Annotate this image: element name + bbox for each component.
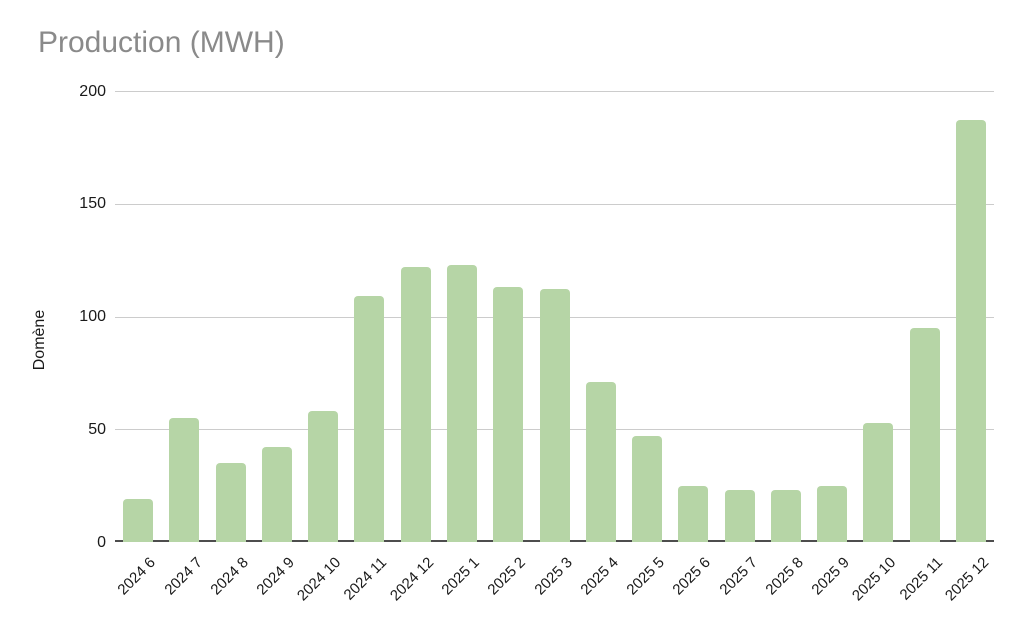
bar-2025-3[interactable] — [539, 289, 570, 542]
x-tick-slot: 2024 6 — [115, 542, 161, 641]
x-tick-slot: 2025 7 — [716, 542, 762, 641]
x-tick-label: 2025 9 — [808, 554, 854, 599]
x-tick-label: 2024 10 — [293, 554, 345, 605]
bar-2024-8[interactable] — [215, 463, 246, 542]
x-tick-slot: 2025 3 — [531, 542, 577, 641]
x-tick-label: 2025 7 — [716, 554, 761, 599]
bar-2025-2[interactable] — [493, 287, 524, 542]
gridline-200 — [115, 91, 994, 92]
gridline-150 — [115, 203, 994, 205]
bar-2025-7[interactable] — [724, 490, 755, 542]
bar-slot — [948, 91, 994, 542]
bar-series — [115, 91, 994, 542]
bar-slot — [254, 91, 300, 542]
x-tick-label: 2025 2 — [484, 554, 530, 599]
bar-slot — [300, 91, 346, 542]
y-tick-label: 200 — [79, 82, 106, 100]
y-tick-label: 50 — [88, 420, 106, 438]
x-tick-slot: 2025 8 — [762, 542, 809, 641]
bar-2025-4[interactable] — [585, 381, 616, 542]
x-tick-label: 2025 4 — [577, 554, 622, 599]
bar-2024-11[interactable] — [354, 296, 385, 542]
x-tick-label: 2024 6 — [114, 554, 160, 599]
bar-slot — [208, 91, 254, 542]
x-tick-label: 2025 8 — [762, 554, 807, 599]
bar-2025-9[interactable] — [817, 485, 848, 542]
x-axis-labels: 2024 6 2024 7 2024 8 2024 9 2024 10 2024 11 20… — [115, 542, 994, 641]
bar-slot — [902, 91, 948, 542]
x-tick-slot: 2025 1 — [439, 542, 485, 641]
bar-2025-1[interactable] — [446, 264, 477, 542]
x-tick-label: 2025 12 — [941, 554, 992, 605]
y-tick-label: 100 — [79, 308, 106, 325]
bar-2024-9[interactable] — [261, 447, 292, 542]
bar-2025-8[interactable] — [770, 490, 801, 542]
bar-slot — [393, 91, 439, 542]
x-tick-label: 2025 10 — [849, 554, 900, 605]
bar-2024-10[interactable] — [308, 411, 339, 542]
bar-2024-12[interactable] — [400, 266, 431, 542]
x-tick-slot: 2025 5 — [624, 542, 670, 641]
x-tick-label: 2025 5 — [623, 554, 669, 599]
x-tick-label: 2024 11 — [340, 554, 391, 604]
bar-2024-6[interactable] — [123, 499, 154, 542]
x-tick-label: 2025 3 — [531, 554, 576, 599]
x-tick-slot: 2025 2 — [485, 542, 531, 641]
x-tick-slot: 2024 11 — [341, 542, 392, 641]
bar-2025-10[interactable] — [863, 422, 894, 542]
y-tick-label: 0 — [97, 533, 106, 551]
x-tick-slot: 2025 4 — [577, 542, 624, 641]
x-tick-label: 2024 7 — [160, 554, 206, 599]
x-tick-slot: 2024 12 — [386, 542, 439, 641]
bar-slot — [809, 91, 855, 542]
bar-2025-11[interactable] — [909, 327, 940, 542]
bar-slot — [855, 91, 901, 542]
bar-slot — [485, 91, 531, 542]
bar-2024-7[interactable] — [169, 417, 200, 542]
x-tick-slot: 2024 7 — [161, 542, 207, 641]
x-tick-slot: 2024 8 — [207, 542, 254, 641]
x-tick-slot: 2025 6 — [670, 542, 716, 641]
plot-area — [115, 91, 994, 542]
bar-slot — [716, 91, 762, 542]
x-tick-label: 2024 8 — [207, 554, 252, 599]
chart-title: Production (MWH) — [38, 26, 285, 59]
x-tick-label: 2024 9 — [253, 554, 298, 599]
x-tick-label: 2024 12 — [386, 554, 437, 605]
bar-slot — [439, 91, 485, 542]
bar-2025-6[interactable] — [678, 485, 709, 542]
x-tick-label: 2025 1 — [438, 554, 484, 599]
bar-slot — [531, 91, 577, 542]
bar-slot — [670, 91, 716, 542]
bar-slot — [115, 91, 161, 542]
bar-slot — [578, 91, 624, 542]
bar-2025-12[interactable] — [955, 120, 986, 542]
x-tick-label: 2025 6 — [669, 554, 715, 599]
bar-slot — [346, 91, 392, 542]
bar-2025-5[interactable] — [632, 436, 663, 542]
bar-slot — [161, 91, 207, 542]
bar-slot — [763, 91, 809, 542]
x-tick-slot: 2024 10 — [294, 542, 346, 641]
x-tick-slot: 2025 10 — [849, 542, 901, 641]
x-tick-slot: 2025 12 — [942, 542, 994, 641]
x-tick-label: 2025 11 — [896, 554, 946, 604]
bar-slot — [624, 91, 670, 542]
y-tick-label: 150 — [79, 195, 106, 213]
